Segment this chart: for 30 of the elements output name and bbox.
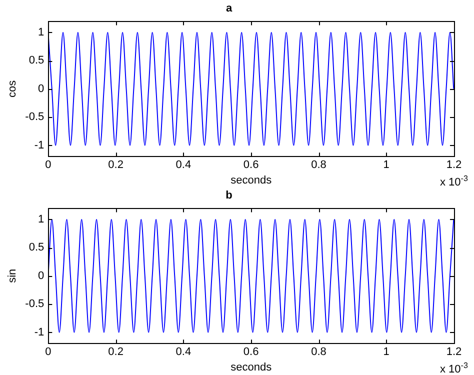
y-tick-label: -0.5 <box>25 111 44 124</box>
y-tick-label: 0 <box>38 270 44 282</box>
x-tick-label: 0.8 <box>311 346 326 358</box>
x-tick-label: 0.6 <box>243 346 259 358</box>
y-tick-label: -0.5 <box>25 298 44 310</box>
x-axis-title: seconds <box>230 361 272 374</box>
y-tick-label: 1 <box>38 214 44 226</box>
y-tick-label: 0.5 <box>28 54 44 67</box>
y-tick-label: 0.5 <box>28 242 44 254</box>
text: x 10$^{-3}$ <box>440 174 468 188</box>
x-tick-label: 1 <box>383 159 390 172</box>
y-axis-title: sin <box>6 268 19 283</box>
x-tick-label: 1.2 <box>446 346 462 358</box>
chart-title: a <box>226 2 233 15</box>
x-tick-label: 0.6 <box>243 159 259 172</box>
text: x 10$^{-3}$ <box>440 360 468 375</box>
x-tick-label: 1 <box>383 346 390 358</box>
x-tick-label: 0.2 <box>108 159 124 172</box>
chart-title: b <box>226 190 233 202</box>
y-tick-label: -1 <box>34 139 44 152</box>
y-axis-title: cos <box>6 80 19 98</box>
x-tick-label: 0.2 <box>108 346 124 358</box>
x-tick-label: 0.4 <box>176 346 192 358</box>
x-tick-label: 0.8 <box>311 159 326 172</box>
y-tick-label: -1 <box>34 326 44 338</box>
y-tick-label: 1 <box>38 26 44 39</box>
x-tick-label: 1.2 <box>446 159 462 172</box>
y-tick-label: 0 <box>38 82 44 95</box>
x-axis-title: seconds <box>230 174 272 186</box>
x-tick-label: 0.4 <box>176 159 192 172</box>
